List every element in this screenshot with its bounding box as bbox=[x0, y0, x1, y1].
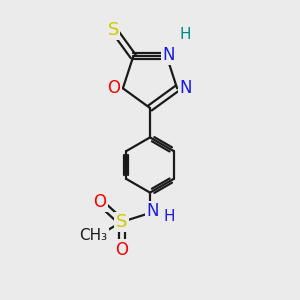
Text: O: O bbox=[115, 241, 128, 259]
Text: H: H bbox=[163, 209, 175, 224]
Text: O: O bbox=[93, 193, 106, 211]
Text: S: S bbox=[116, 213, 127, 231]
Text: CH₃: CH₃ bbox=[80, 228, 108, 243]
Text: S: S bbox=[107, 21, 119, 39]
Text: O: O bbox=[107, 79, 120, 97]
Text: N: N bbox=[162, 46, 175, 64]
Text: N: N bbox=[147, 202, 159, 220]
Text: N: N bbox=[179, 79, 192, 97]
Text: H: H bbox=[180, 27, 191, 42]
